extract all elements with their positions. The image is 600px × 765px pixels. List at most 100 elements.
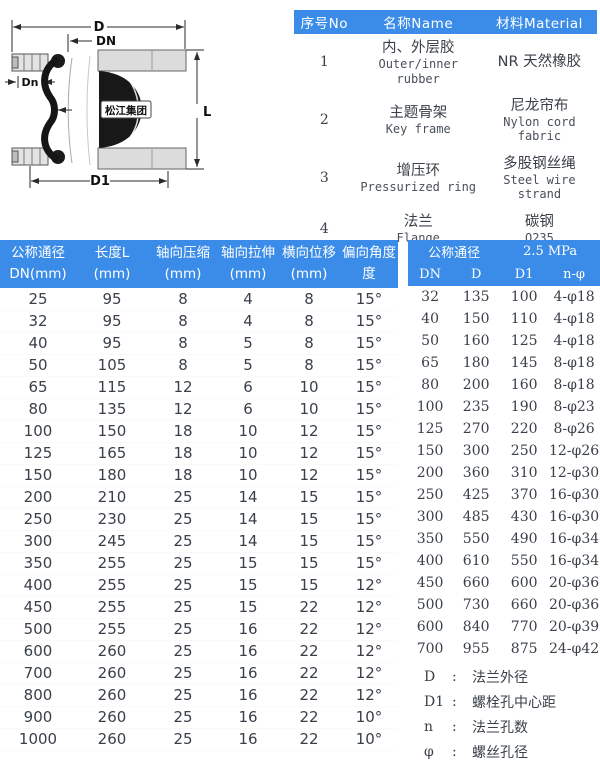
- table-cell: 40: [421, 311, 439, 327]
- table-cell: 150: [0, 464, 76, 487]
- legend-colon: :: [452, 743, 457, 760]
- table-row: 600 840 770 20-φ39: [408, 616, 600, 638]
- table-cell: 16: [218, 706, 278, 729]
- cell-material: 多股钢丝绳 Steel wire strand: [482, 150, 597, 208]
- material-en: Steel wire strand: [503, 172, 576, 202]
- dim-label-dn: DN: [96, 34, 116, 48]
- material-table-wrap: 序号No 名称Name 材料Material 1 内、外层胶 Outer/inn…: [292, 4, 600, 245]
- material-en: Nylon cord fabric: [503, 115, 576, 144]
- cell-name: 增压环 Pressurized ring: [355, 150, 482, 208]
- column-header-name: 名称Name: [354, 10, 482, 34]
- column-header-length: 长度L (mm): [76, 240, 148, 288]
- table-cell: 80: [0, 398, 76, 421]
- table-cell: 8: [148, 288, 218, 311]
- table-cell: 230: [76, 508, 148, 531]
- name-cn: 内、外层胶: [381, 40, 455, 56]
- table-cell: 700: [416, 641, 444, 657]
- dim-label-d1: D1: [90, 174, 110, 189]
- table-row: 32 95 8 4 8 15°: [0, 310, 398, 333]
- table-cell: 8-φ18: [553, 377, 595, 393]
- joint-diagram-svg: D DN: [5, 20, 211, 189]
- table-row: 300 485 430 16-φ30: [408, 506, 600, 528]
- legend-row-d: D : 法兰外径: [424, 664, 600, 689]
- dim-label-d: D: [94, 20, 105, 35]
- table-cell: 270: [462, 421, 490, 437]
- brand-label: 松江集团: [100, 100, 152, 119]
- table-cell: 15: [218, 574, 278, 597]
- table-cell: 12: [278, 420, 340, 443]
- table-cell: 900: [0, 706, 76, 729]
- table-row: 40 95 8 5 8 15°: [0, 332, 398, 355]
- table-row: 500 730 660 20-φ36: [408, 594, 600, 616]
- flange-legend: D : 法兰外径 D1 : 螺栓孔中心距 n : 法兰孔数 φ : 螺丝孔径: [408, 664, 600, 764]
- table-cell: 14: [218, 508, 278, 531]
- material-cn: 尼龙帘布: [510, 97, 569, 114]
- dim-dn: [67, 34, 92, 52]
- legend-symbol: D: [424, 668, 436, 685]
- table-cell: 200: [462, 377, 490, 393]
- table-cell: 260: [76, 662, 148, 685]
- legend-symbol: φ: [424, 743, 434, 760]
- table-row: 700 955 875 24-φ42: [408, 638, 600, 660]
- flange-table-header-row: DN D D1 n-φ: [408, 263, 600, 286]
- table-cell: 15: [218, 552, 278, 575]
- table-cell: 10: [278, 376, 340, 399]
- table-cell: 22: [278, 706, 340, 729]
- table-cell: 6: [218, 398, 278, 421]
- table-cell: 190: [510, 399, 538, 415]
- table-row: 1000 260 25 16 22 10°: [0, 728, 398, 751]
- table-cell: 150: [462, 311, 490, 327]
- table-cell: 350: [0, 552, 76, 575]
- cell-no: 1: [319, 54, 329, 71]
- name-cn: 增压环: [396, 163, 440, 179]
- legend-symbol: D1: [424, 693, 445, 710]
- dim-d1: [29, 166, 169, 188]
- table-cell: 370: [510, 487, 538, 503]
- table-cell: 235: [462, 399, 490, 415]
- table-cell: 18: [148, 442, 218, 465]
- table-cell: 150: [76, 420, 148, 443]
- legend-row-phi: φ : 螺丝孔径: [424, 739, 600, 764]
- table-row: 32 135 100 4-φ18: [408, 286, 600, 308]
- name-en: Pressurized ring: [360, 180, 477, 195]
- table-cell: 8: [278, 332, 340, 355]
- table-row: 25 95 8 4 8 15°: [0, 288, 398, 311]
- table-row: 50 105 8 5 8 15°: [0, 354, 398, 377]
- table-cell: 8: [148, 354, 218, 377]
- table-cell: 600: [510, 575, 538, 591]
- table-cell: 25: [148, 706, 218, 729]
- table-cell: 100: [0, 420, 76, 443]
- table-cell: 12°: [340, 596, 398, 619]
- material-table-header-row: 序号No 名称Name 材料Material: [294, 10, 597, 34]
- table-cell: 25: [148, 728, 218, 751]
- table-cell: 125: [0, 442, 76, 465]
- legend-desc: 法兰外径: [472, 669, 528, 686]
- table-cell: 25: [148, 486, 218, 509]
- table-cell: 300: [416, 509, 444, 525]
- table-cell: 15°: [340, 332, 398, 355]
- table-row: 350 550 490 16-φ34: [408, 528, 600, 550]
- table-cell: 15°: [340, 376, 398, 399]
- name-cn: 主题骨架: [389, 105, 448, 122]
- bellows-section: [41, 54, 91, 166]
- table-row: 150 300 250 12-φ26: [408, 440, 600, 462]
- column-header-axial-compression: 轴向压缩 (mm): [148, 240, 218, 288]
- table-cell: 15°: [340, 310, 398, 333]
- legend-colon: :: [452, 693, 457, 710]
- table-cell: 12: [278, 464, 340, 487]
- table-cell: 260: [76, 640, 148, 663]
- table-cell: 660: [510, 597, 538, 613]
- table-cell: 10: [278, 398, 340, 421]
- dim-label-dn-inner: Dn: [22, 76, 39, 89]
- table-cell: 300: [462, 443, 490, 459]
- table-cell: 50: [0, 354, 76, 377]
- table-cell: 180: [76, 464, 148, 487]
- table-cell: 10: [218, 442, 278, 465]
- table-cell: 4-φ18: [553, 311, 595, 327]
- legend-desc: 螺栓孔中心距: [472, 694, 556, 711]
- table-row: 65 115 12 6 10 15°: [0, 376, 398, 399]
- table-cell: 430: [510, 509, 538, 525]
- table-cell: 32: [0, 310, 76, 333]
- table-cell: 8: [278, 354, 340, 377]
- table-cell: 10: [218, 420, 278, 443]
